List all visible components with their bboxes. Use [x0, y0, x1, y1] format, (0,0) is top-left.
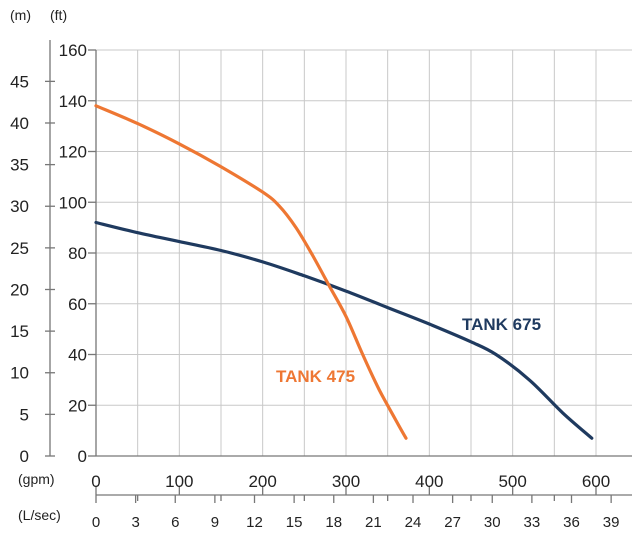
tick-label-ft: 120: [59, 143, 87, 162]
series-line-tank-675: [94, 220, 594, 440]
tick-label-ft: 140: [59, 92, 87, 111]
series-line-tank-475: [94, 104, 408, 440]
tick-label-lsec: 24: [405, 514, 422, 531]
tick-label-ft: 160: [59, 41, 87, 60]
tick-label-lsec: 15: [286, 514, 303, 531]
tick-label-ft: 20: [68, 396, 87, 415]
tick-label-m: 20: [10, 280, 29, 299]
tick-label-lsec: 18: [325, 514, 342, 531]
tick-label-m: 0: [20, 447, 29, 466]
tick-label-m: 40: [10, 114, 29, 133]
tick-label-m: 25: [10, 239, 29, 258]
tick-label-lsec: 30: [484, 514, 501, 531]
unit-label-m: (m): [10, 7, 31, 23]
tick-label-lsec: 9: [211, 514, 219, 531]
tick-label-lsec: 39: [603, 514, 620, 531]
series-labels: TANK 675 TANK 475: [276, 315, 541, 386]
tick-label-lsec: 36: [563, 514, 580, 531]
tick-label-lsec: 3: [131, 514, 139, 531]
tick-label-m: 30: [10, 197, 29, 216]
unit-label-ft: (ft): [50, 7, 67, 23]
tick-label-m: 5: [20, 405, 29, 424]
tick-label-m: 35: [10, 156, 29, 175]
tick-label-gpm: 600: [582, 472, 610, 491]
tick-label-lsec: 12: [246, 514, 263, 531]
tick-label-lsec: 0: [92, 514, 100, 531]
tick-labels: 1601401201008060402004540353025201510500…: [10, 7, 619, 531]
tick-label-m: 15: [10, 322, 29, 341]
tick-label-lsec: 33: [524, 514, 541, 531]
tick-label-m: 45: [10, 72, 29, 91]
series-label-tank-475: TANK 475: [276, 367, 355, 386]
tick-label-gpm: 300: [332, 472, 360, 491]
tick-label-lsec: 21: [365, 514, 382, 531]
tick-label-ft: 60: [68, 295, 87, 314]
tick-label-ft: 100: [59, 193, 87, 212]
tick-label-ft: 0: [78, 447, 87, 466]
tick-label-ft: 40: [68, 346, 87, 365]
unit-label-gpm: (gpm): [18, 471, 55, 487]
tick-label-m: 10: [10, 364, 29, 383]
tick-label-gpm: 200: [248, 472, 276, 491]
tick-label-gpm: 500: [498, 472, 526, 491]
tick-label-lsec: 6: [171, 514, 179, 531]
tick-label-gpm: 0: [91, 472, 100, 491]
tick-label-gpm: 400: [415, 472, 443, 491]
tick-label-ft: 80: [68, 244, 87, 263]
chart-grid: [96, 49, 632, 456]
series-label-tank-675: TANK 675: [462, 315, 541, 334]
chart-axes: [45, 40, 632, 503]
tick-label-lsec: 27: [444, 514, 461, 531]
tick-label-gpm: 100: [165, 472, 193, 491]
unit-label-lsec: (L/sec): [18, 507, 61, 523]
series-lines: [94, 104, 594, 440]
